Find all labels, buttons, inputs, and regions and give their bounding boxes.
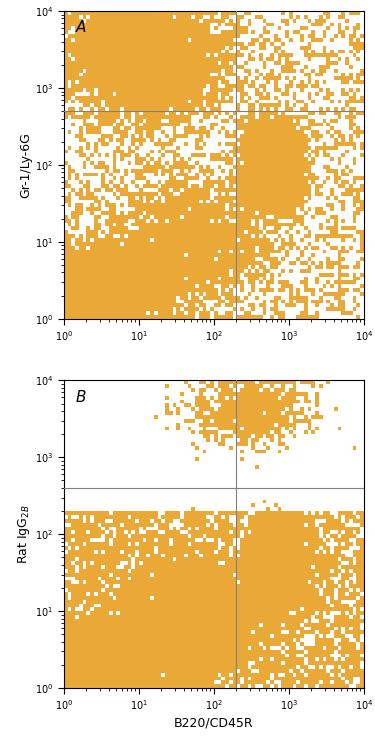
Y-axis label: Rat IgG$_{2B}$: Rat IgG$_{2B}$: [16, 504, 32, 564]
Text: B: B: [76, 389, 86, 405]
X-axis label: B220/CD45R: B220/CD45R: [174, 717, 254, 729]
Y-axis label: Gr-1/Ly-6G: Gr-1/Ly-6G: [19, 132, 32, 198]
Text: A: A: [76, 21, 86, 35]
